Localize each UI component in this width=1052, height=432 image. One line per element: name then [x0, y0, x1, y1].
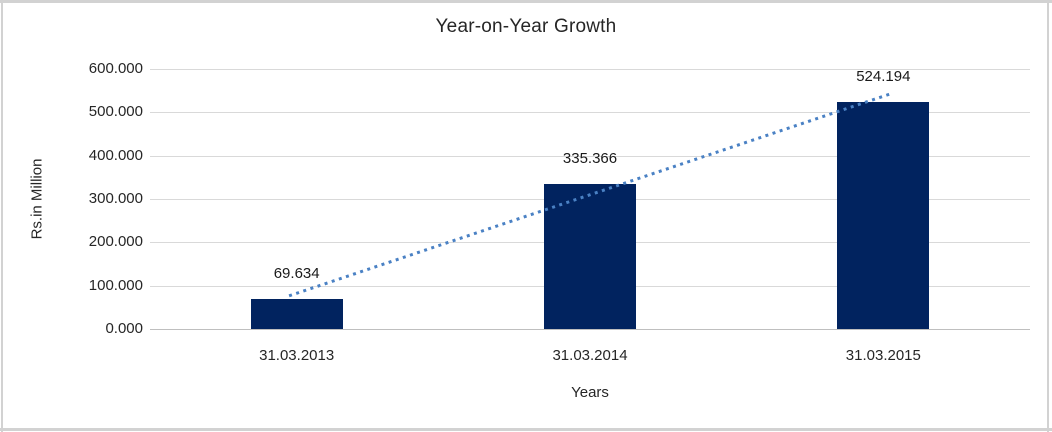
gridline	[150, 69, 1030, 70]
y-tick-label: 600.000	[88, 60, 143, 77]
chart-bar	[544, 183, 636, 329]
x-axis-line	[150, 329, 1030, 330]
x-tick-label: 31.03.2015	[845, 347, 921, 364]
y-tick-label: 100.000	[88, 276, 143, 294]
y-tick-label: 200.000	[88, 233, 143, 251]
frame-border-right	[1047, 0, 1049, 432]
frame-border-top	[0, 0, 1052, 3]
frame-border-left	[1, 0, 3, 432]
bar-data-label: 335.366	[562, 149, 618, 167]
frame-border-bottom	[0, 428, 1052, 431]
chart-bar	[837, 101, 930, 329]
y-tick-label: 0.000	[105, 320, 143, 337]
bar-data-label: 524.194	[856, 67, 911, 85]
gridline	[150, 112, 1030, 114]
x-axis-title: Years	[571, 384, 609, 401]
bar-data-label: 69.634	[273, 264, 320, 282]
chart-bar	[250, 298, 343, 329]
y-tick-label: 500.000	[88, 103, 143, 121]
chart-title: Year-on-Year Growth	[435, 16, 617, 37]
x-tick-label: 31.03.2013	[259, 347, 335, 364]
x-tick-label: 31.03.2014	[552, 347, 628, 364]
gridline	[150, 155, 1030, 157]
y-tick-label: 400.000	[88, 146, 143, 164]
y-tick-label: 300.000	[88, 190, 143, 207]
